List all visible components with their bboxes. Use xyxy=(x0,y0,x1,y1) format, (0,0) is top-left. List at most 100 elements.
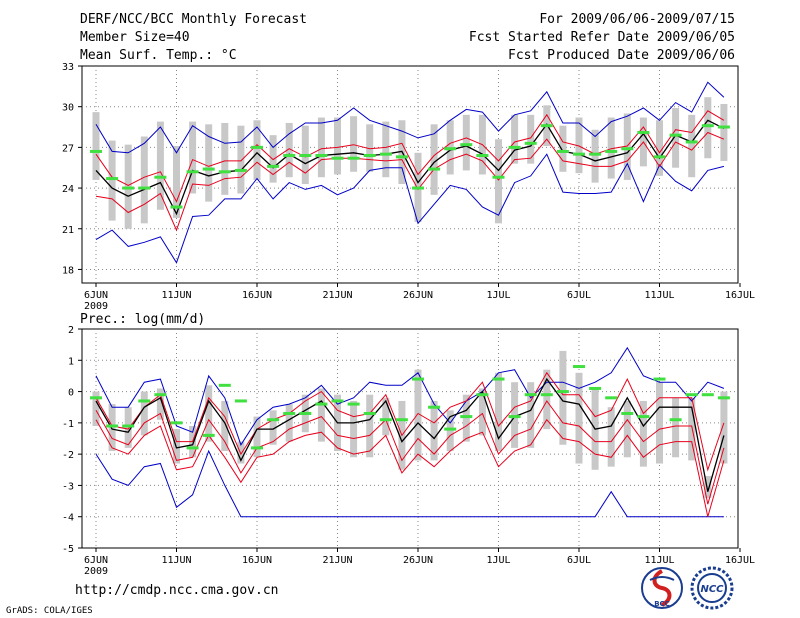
spread-box xyxy=(527,382,535,448)
spread-box xyxy=(237,125,245,194)
spread-box xyxy=(672,108,680,168)
x-tick-label: 1JUL xyxy=(486,290,510,301)
x-tick-label: 6JUL xyxy=(567,290,591,301)
spread-box xyxy=(108,404,116,452)
observation-mark xyxy=(428,167,441,171)
y-tick-label: -3 xyxy=(62,481,74,492)
spread-box xyxy=(688,114,696,178)
observation-mark xyxy=(395,418,408,422)
observation-mark xyxy=(556,390,569,394)
ncc-logo: NCC xyxy=(690,566,734,614)
observation-mark xyxy=(669,418,682,422)
observation-mark xyxy=(186,170,199,174)
x-tick-label: 16JUN xyxy=(242,290,272,301)
spread-box xyxy=(382,397,390,436)
x-tick-label: 21JUN xyxy=(322,290,352,301)
observation-mark xyxy=(524,393,537,397)
observation-mark xyxy=(379,418,392,422)
source-url[interactable]: http://cmdp.ncc.cma.gov.cn xyxy=(75,583,279,598)
observation-mark xyxy=(267,418,280,422)
spread-box xyxy=(317,117,325,178)
observation-mark xyxy=(717,125,730,129)
observation-mark xyxy=(347,402,360,406)
observation-mark xyxy=(653,377,666,381)
observation-mark xyxy=(605,149,618,153)
x-tick-label: 6JUN xyxy=(84,290,108,301)
spread-box xyxy=(656,120,663,176)
y-tick-label: -1 xyxy=(62,419,74,430)
observation-mark xyxy=(90,149,102,153)
spread-box xyxy=(607,407,615,467)
observation-mark xyxy=(234,168,247,172)
spread-box xyxy=(495,139,502,224)
spread-box xyxy=(543,369,551,430)
observation-mark xyxy=(218,170,231,174)
observation-mark xyxy=(138,399,151,403)
observation-mark xyxy=(701,124,714,128)
spread-box xyxy=(559,125,567,172)
y-tick-label: 30 xyxy=(62,103,74,114)
x-tick-label: 26JUN xyxy=(403,290,433,301)
observation-mark xyxy=(605,396,618,400)
y-tick-label: 1 xyxy=(68,356,74,367)
x-tick-label: 26JUN xyxy=(403,555,433,566)
ncc-logo-text: NCC xyxy=(700,584,724,595)
spread-box xyxy=(205,385,213,442)
spread-box xyxy=(350,400,358,458)
observation-mark xyxy=(363,154,376,158)
observation-mark xyxy=(251,145,263,149)
spread-box xyxy=(414,369,422,461)
spread-box xyxy=(108,140,116,221)
spread-box xyxy=(672,397,680,458)
x-tick-label: 16JUN xyxy=(242,555,272,566)
grads-credit: GrADS: COLA/IGES xyxy=(6,606,93,616)
observation-mark xyxy=(444,147,457,151)
spread-box xyxy=(140,391,148,436)
observation-mark xyxy=(154,393,167,397)
spread-box xyxy=(607,117,615,179)
spread-box xyxy=(720,391,728,464)
observation-mark xyxy=(669,133,682,137)
observation-mark xyxy=(154,175,167,179)
observation-mark xyxy=(685,140,698,144)
series-line-p75 xyxy=(95,110,725,203)
observation-mark xyxy=(379,152,392,156)
x-tick-label: 21JUN xyxy=(322,555,352,566)
spread-box xyxy=(656,382,663,464)
observation-mark xyxy=(395,155,408,159)
spread-box xyxy=(623,113,631,180)
temperature-label: Mean Surf. Temp.: °C xyxy=(80,48,237,63)
observation-mark xyxy=(460,143,473,147)
y-tick-label: 2 xyxy=(68,325,74,336)
x-tick-label: 11JUN xyxy=(161,555,191,566)
y-tick-label: 24 xyxy=(62,184,74,195)
series-line-mean xyxy=(95,119,725,216)
observation-mark xyxy=(202,433,215,437)
spread-box xyxy=(382,121,390,178)
observation-mark xyxy=(573,365,585,369)
series-line-max xyxy=(95,346,725,446)
spread-box xyxy=(189,121,197,194)
observation-mark xyxy=(122,186,135,190)
series-line-mean xyxy=(95,377,725,492)
x-tick-label: 1JUL xyxy=(486,555,510,566)
observation-mark xyxy=(444,427,457,431)
spread-box xyxy=(559,350,567,445)
observation-mark xyxy=(540,124,553,128)
spread-box xyxy=(623,400,631,458)
observation-mark xyxy=(685,393,698,397)
spread-box xyxy=(285,122,293,178)
observation-mark xyxy=(412,377,424,381)
x-tick-label: 16JUL xyxy=(725,290,755,301)
observation-mark xyxy=(251,446,263,450)
spread-box xyxy=(575,372,583,464)
spread-box xyxy=(253,120,261,180)
spread-box xyxy=(462,114,470,171)
spread-box xyxy=(720,103,728,161)
spread-box xyxy=(317,388,325,442)
spread-box xyxy=(269,410,277,445)
spread-box xyxy=(269,135,277,183)
spread-box xyxy=(366,124,374,172)
spread-box xyxy=(205,124,213,202)
